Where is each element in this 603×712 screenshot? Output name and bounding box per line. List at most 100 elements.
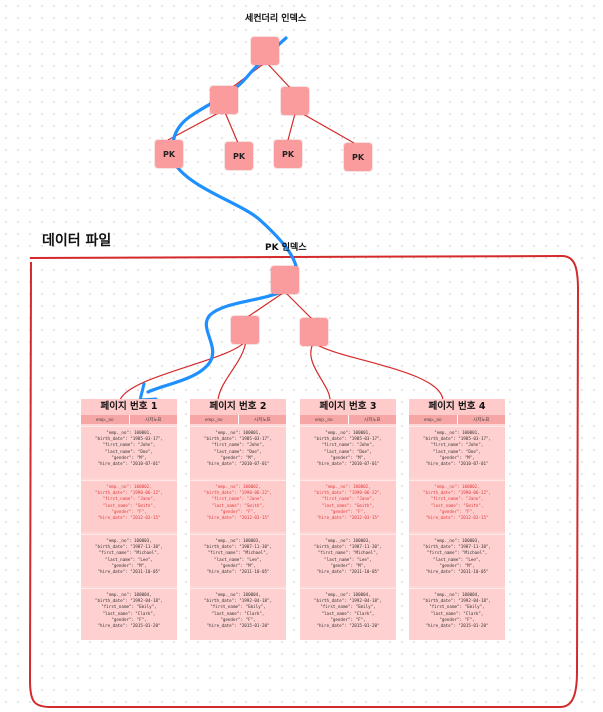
record-field: "birth_date": "1992-04-18", <box>203 598 273 604</box>
record-field: "last_name": "Smith", <box>102 502 156 508</box>
record-field: "hire_date": "2015-01-20" <box>206 623 270 629</box>
record-field: "emp._no": 100001, <box>106 430 152 435</box>
record-row[interactable]: "emp._no": 100003, "birth_date": "1987-11… <box>300 534 396 586</box>
record-field: "gender": "F", <box>111 508 147 514</box>
record-field: "hire_date": "2011-10-05" <box>316 569 380 575</box>
secondary-leaf-node[interactable]: PK <box>155 140 183 168</box>
record-field: "birth_date": "1992-04-18", <box>94 598 164 604</box>
secondary-leaf-node[interactable]: PK <box>344 143 372 171</box>
record-field: "gender": "F", <box>111 616 147 622</box>
data-page[interactable]: 페이지 번호 1 emp._no 시저노표 "emp._no": 100001, "bi… <box>81 399 177 640</box>
record-row[interactable]: "emp._no": 100003, "birth_date": "1987-11… <box>81 534 177 586</box>
record-field: "hire_date": "2012-03-15" <box>316 515 380 521</box>
record-field: "emp._no": 100003, <box>106 538 152 543</box>
record-field: "hire_date": "2010-07-01" <box>206 461 270 467</box>
page-title: 페이지 번호 3 <box>300 399 396 415</box>
pk-pointer-label: PK <box>232 151 246 161</box>
pk-root-node[interactable] <box>271 266 299 294</box>
record-field: "birth_date": "1990-06-22", <box>94 490 164 496</box>
record-row[interactable]: "emp._no": 100001, "birth_date": "1985-03… <box>409 426 505 478</box>
record-row[interactable]: "emp._no": 100004, "birth_date": "1992-04… <box>81 588 177 640</box>
record-field: "first_name": "John", <box>430 442 484 448</box>
record-row[interactable]: "emp._no": 100002, "birth_date": "1990-06… <box>81 480 177 532</box>
record-field: "emp._no": 100003, <box>325 538 371 543</box>
record-field: "emp._no": 100001, <box>434 430 480 435</box>
column-header: 시저노표 <box>347 415 397 424</box>
record-field: "hire_date": "2015-01-20" <box>425 623 489 629</box>
record-field: "last_name": "Lee", <box>433 556 481 562</box>
record-field: "last_name": "Doe", <box>324 448 372 454</box>
record-field: "first_name": "John", <box>321 442 375 448</box>
secondary-index-title: 세컨더리 인덱스 <box>245 14 307 24</box>
record-row[interactable]: "emp._no": 100001, "birth_date": "1985-03… <box>300 426 396 478</box>
record-field: "emp._no": 100003, <box>215 538 261 543</box>
record-row[interactable]: "emp._no": 100004, "birth_date": "1992-04… <box>190 588 286 640</box>
pk-index-title: PK 인덱스 <box>265 243 307 253</box>
record-field: "first_name": "Jane", <box>102 496 156 502</box>
record-row[interactable]: "emp._no": 100002, "birth_date": "1990-06… <box>300 480 396 532</box>
record-field: "birth_date": "1987-11-30", <box>203 544 273 550</box>
data-page[interactable]: 페이지 번호 4 emp._no 시저노표 "emp._no": 100001, "bi… <box>409 399 505 640</box>
record-field: "gender": "F", <box>220 616 256 622</box>
record-field: "birth_date": "1990-06-22", <box>313 490 383 496</box>
secondary-leaf-node[interactable]: PK <box>225 142 253 170</box>
record-field: "first_name": "Emily", <box>429 604 485 610</box>
record-field: "last_name": "Clark", <box>102 610 156 616</box>
data-page[interactable]: 페이지 번호 2 emp._no 시저노표 "emp._no": 100001, "bi… <box>190 399 286 640</box>
record-field: "birth_date": "1990-06-22", <box>422 490 492 496</box>
record-row[interactable]: "emp._no": 100003, "birth_date": "1987-11… <box>409 534 505 586</box>
column-header: 시저노표 <box>456 415 506 424</box>
record-row[interactable]: "emp._no": 100001, "birth_date": "1985-03… <box>190 426 286 478</box>
record-field: "hire_date": "2011-10-05" <box>425 569 489 575</box>
record-field: "gender": "M", <box>111 562 147 568</box>
record-field: "emp._no": 100001, <box>215 430 261 435</box>
record-field: "emp._no": 100002, <box>215 484 261 489</box>
secondary-leaf-node[interactable]: PK <box>274 140 302 168</box>
record-row[interactable]: "emp._no": 100002, "birth_date": "1990-06… <box>409 480 505 532</box>
record-field: "gender": "F", <box>330 616 366 622</box>
data-page[interactable]: 페이지 번호 3 emp._no 시저노표 "emp._no": 100001, "bi… <box>300 399 397 640</box>
record-field: "gender": "M", <box>330 454 366 460</box>
record-field: "last_name": "Clark", <box>430 610 484 616</box>
record-row[interactable]: "emp._no": 100003, "birth_date": "1987-11… <box>190 534 286 586</box>
record-field: "hire_date": "2010-07-01" <box>425 461 489 467</box>
secondary-branch-node[interactable] <box>210 86 238 114</box>
secondary-root-node[interactable] <box>251 37 279 65</box>
record-field: "gender": "M", <box>330 562 366 568</box>
record-row[interactable]: "emp._no": 100004, "birth_date": "1992-04… <box>409 588 505 640</box>
page-title: 페이지 번호 2 <box>190 399 286 415</box>
record-field: "first_name": "John", <box>211 442 265 448</box>
pk-pointer-label: PK <box>162 149 176 159</box>
column-header: 시저노표 <box>237 415 287 424</box>
record-field: "hire_date": "2012-03-15" <box>206 515 270 521</box>
record-field: "gender": "F", <box>439 508 475 514</box>
column-header: emp._no <box>95 417 114 422</box>
page-column-headers: emp._no 시저노표 <box>409 415 505 424</box>
record-row[interactable]: "emp._no": 100004, "birth_date": "1992-04… <box>300 588 396 640</box>
data-file-title: 데이터 파일 <box>42 233 112 249</box>
record-field: "first_name": "Michael", <box>207 550 269 556</box>
record-field: "gender": "M", <box>439 454 475 460</box>
record-field: "last_name": "Doe", <box>214 448 262 454</box>
record-field: "hire_date": "2010-07-01" <box>97 461 161 467</box>
record-field: "last_name": "Lee", <box>105 556 153 562</box>
secondary-branch-node[interactable] <box>281 87 309 115</box>
record-field: "birth_date": "1992-04-18", <box>422 598 492 604</box>
page-column-headers: emp._no 시저노표 <box>81 415 177 424</box>
record-field: "last_name": "Doe", <box>433 448 481 454</box>
record-field: "hire_date": "2010-07-01" <box>316 461 380 467</box>
record-field: "emp._no": 100002, <box>106 484 152 489</box>
record-row[interactable]: "emp._no": 100001, "birth_date": "1985-03… <box>81 426 177 478</box>
record-field: "first_name": "John", <box>102 442 156 448</box>
record-field: "gender": "M", <box>220 454 256 460</box>
record-field: "emp._no": 100004, <box>106 592 152 597</box>
record-field: "birth_date": "1990-06-22", <box>203 490 273 496</box>
record-field: "emp._no": 100002, <box>325 484 371 489</box>
column-header: emp._no <box>423 417 442 422</box>
page-column-headers: emp._no 시저노표 <box>190 415 286 424</box>
pk-branch-node[interactable] <box>231 316 259 344</box>
record-row[interactable]: "emp._no": 100002, "birth_date": "1990-06… <box>190 480 286 532</box>
pk-branch-node[interactable] <box>300 318 328 346</box>
record-field: "first_name": "Michael", <box>98 550 160 556</box>
